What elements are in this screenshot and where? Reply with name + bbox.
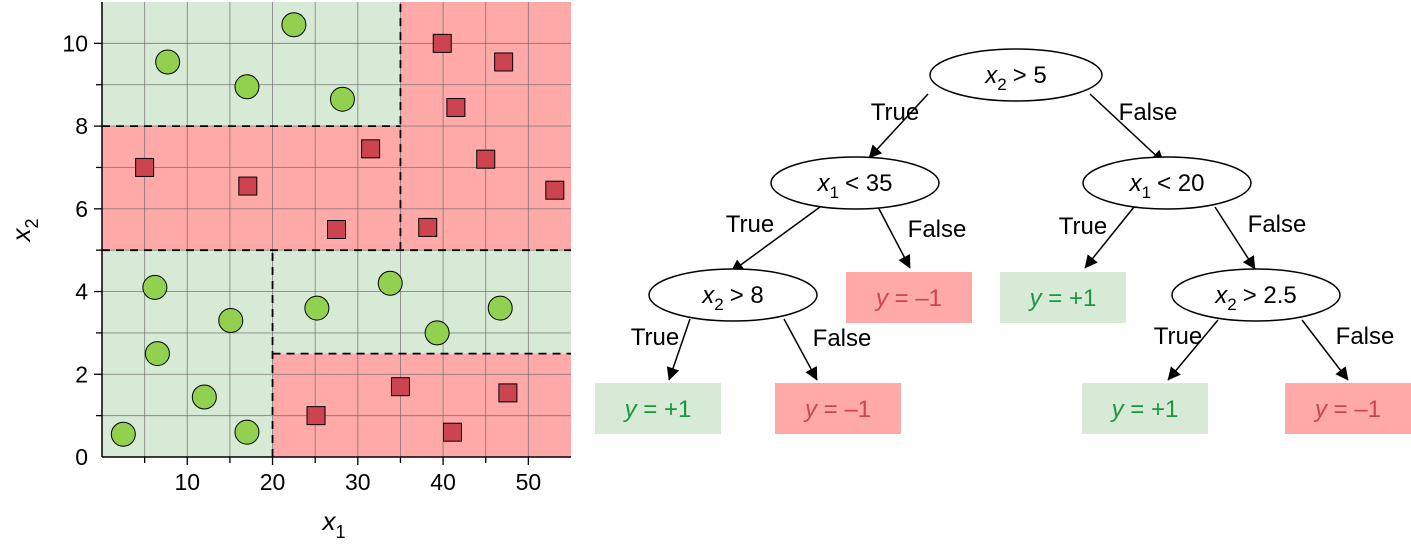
- tree-nodes: x2 > 5 x1 < 35 x1 < 20 x2 > 8 x2 > 2.5: [648, 48, 1341, 322]
- x-tick-label: 50: [516, 469, 542, 495]
- edge-label-root-n2: False: [1119, 99, 1178, 126]
- edge-n4-leaf-true: [1167, 319, 1219, 381]
- tree-edge-labels: True False True False True False True Fa…: [631, 99, 1395, 352]
- edge-root-n2: [1089, 93, 1165, 164]
- square-point: [361, 139, 381, 159]
- svg-text:y = +1: y = +1: [1028, 285, 1097, 312]
- circle-point: [110, 421, 136, 447]
- svg-text:y = +1: y = +1: [623, 396, 692, 423]
- y-tick-label: 10: [62, 30, 88, 56]
- edge-n1-leaf: [877, 206, 911, 269]
- svg-text:y = –1: y = –1: [803, 396, 871, 423]
- tree-edges: [666, 93, 1349, 381]
- edge-label-n1-n3: True: [726, 211, 774, 238]
- edge-n2-n4: [1214, 206, 1256, 270]
- square-point: [498, 383, 518, 403]
- edge-n4-leaf-false: [1301, 319, 1349, 381]
- x-axis-label-subscript: 1: [335, 522, 345, 542]
- y-tick-label: 0: [75, 444, 88, 470]
- square-point: [418, 217, 438, 237]
- y-axis-label: x2: [6, 218, 42, 243]
- tree-leaves: y = –1 y = +1 y = +1 y = –1 y = +1 y = –…: [595, 272, 1411, 434]
- svg-text:x2> 2.5: x2 > 2.5: [1214, 282, 1297, 314]
- leaf-n4-false: y = –1: [1285, 383, 1411, 434]
- square-point: [494, 52, 514, 72]
- circle-point: [234, 74, 260, 100]
- decision-tree: True False True False True False True Fa…: [595, 48, 1411, 434]
- circle-point: [487, 295, 513, 321]
- square-point: [306, 406, 326, 426]
- edge-n3-leaf-false: [783, 318, 818, 381]
- circle-point: [329, 86, 355, 112]
- circle-point: [218, 308, 244, 333]
- square-point: [442, 422, 462, 442]
- tree-node-root: x2 > 5: [929, 48, 1103, 102]
- square-point: [238, 176, 258, 196]
- edge-label-n3-leaf-true: True: [631, 324, 679, 351]
- square-point: [135, 157, 155, 177]
- svg-text:y = +1: y = +1: [1110, 396, 1179, 423]
- x-tick-label: 20: [260, 469, 286, 495]
- tree-node-n2: x1 < 20: [1082, 156, 1252, 210]
- edge-label-n1-leaf: False: [908, 216, 967, 243]
- leaf-n4-true: y = +1: [1082, 383, 1208, 434]
- circle-point: [191, 384, 217, 410]
- edge-label-root-n1: True: [871, 99, 919, 126]
- region-negative-5: [272, 353, 571, 457]
- svg-text:y = –1: y = –1: [874, 285, 942, 312]
- data-points: [110, 12, 565, 447]
- y-tick-label: 4: [75, 279, 88, 305]
- tree-node-n1: x1 < 35: [770, 156, 940, 210]
- circle-point: [144, 341, 170, 367]
- x-axis-label: x1: [320, 506, 345, 542]
- axis-ticks: 10 20 30 40 50 0 2 4 6 8 10: [62, 30, 541, 495]
- edge-n1-n3: [730, 206, 821, 273]
- x-tick-label: 40: [430, 469, 456, 495]
- region-positive-0: [102, 2, 401, 127]
- edge-n2-leaf: [1084, 206, 1135, 269]
- x-tick-label: 30: [345, 469, 371, 495]
- plot-axes: [101, 2, 571, 458]
- y-tick-label: 2: [75, 361, 88, 387]
- svg-text:x1< 35: x1 < 35: [817, 170, 893, 202]
- circle-point: [377, 270, 403, 296]
- square-point: [432, 33, 452, 53]
- leaf-n1-false: y = –1: [846, 272, 972, 323]
- square-point: [545, 180, 565, 200]
- x-tick-label: 10: [174, 469, 200, 495]
- leaf-n3-false: y = –1: [775, 383, 901, 434]
- edge-root-n1: [868, 93, 929, 159]
- edge-label-n4-leaf-true: True: [1154, 323, 1202, 350]
- edge-label-n2-n4: False: [1248, 211, 1307, 238]
- scatter-plot: 10 20 30 40 50 0 2 4 6 8 10 x1 x2: [6, 2, 571, 542]
- svg-text:x2> 5: x2 > 5: [984, 62, 1047, 94]
- leaf-n2-true: y = +1: [1000, 272, 1126, 323]
- svg-text:x1< 20: x1 < 20: [1129, 170, 1205, 202]
- decision-boundaries: [102, 2, 571, 457]
- svg-text:x2> 8: x2 > 8: [701, 282, 764, 314]
- circle-point: [234, 419, 260, 445]
- edge-n3-leaf-true: [666, 318, 691, 381]
- edge-label-n3-leaf-false: False: [813, 325, 872, 352]
- circle-point: [142, 274, 168, 300]
- y-tick-label: 6: [75, 196, 88, 222]
- svg-text:y = –1: y = –1: [1313, 396, 1381, 423]
- circle-point: [424, 320, 450, 346]
- tree-node-n4: x2 > 2.5: [1171, 268, 1341, 322]
- square-point: [327, 220, 346, 239]
- circle-point: [281, 12, 307, 38]
- tree-node-n3: x2 > 8: [648, 268, 818, 322]
- square-point: [446, 97, 466, 117]
- circle-point: [304, 295, 330, 321]
- y-tick-label: 8: [75, 113, 88, 139]
- y-axis-label-subscript: 2: [22, 218, 42, 228]
- circle-point: [155, 49, 181, 75]
- square-point: [476, 149, 496, 169]
- edge-label-n2-leaf: True: [1059, 213, 1107, 240]
- edge-label-n4-leaf-false: False: [1336, 323, 1395, 350]
- square-point: [390, 377, 410, 397]
- leaf-n3-true: y = +1: [595, 383, 721, 434]
